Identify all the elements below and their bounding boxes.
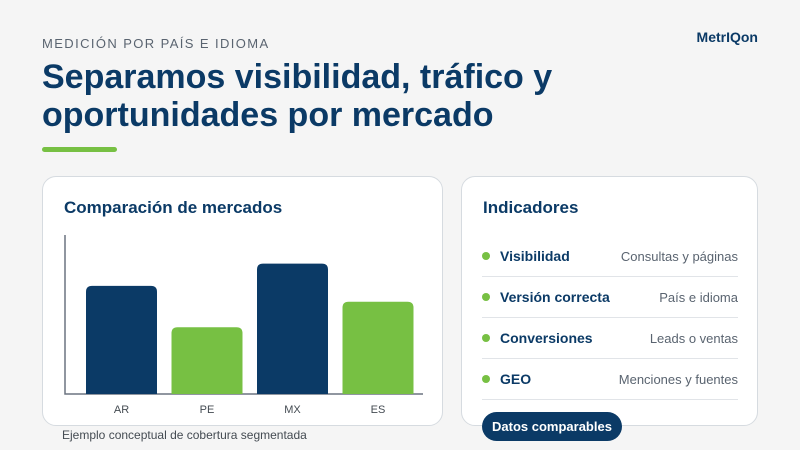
indicator-name: Visibilidad [500,248,570,264]
indicator-description: Consultas y páginas [620,248,738,264]
bullet-dot-icon [482,252,490,260]
title-accent-line [42,147,117,152]
indicators-card-title: Indicadores [483,198,579,217]
chart-caption: Ejemplo conceptual de cobertura segmenta… [62,428,307,442]
indicator-description: Menciones y fuentes [618,371,738,387]
indicator-description: Leads o ventas [649,330,738,346]
bar-mx [257,263,328,394]
indicators-list: Visibilidad Consultas y páginas Versión … [482,236,738,400]
indicator-row-version-correcta: Versión correcta País e idioma [482,277,738,318]
indicators-card: Indicadores Visibilidad Consultas y pági… [461,176,758,426]
bullet-dot-icon [482,334,490,342]
indicator-row-geo: GEO Menciones y fuentes [482,359,738,400]
page-title-line-1: Separamos visibilidad, tráfico y [42,58,553,96]
bar-ar [86,285,157,394]
indicator-row-conversiones: Conversiones Leads o ventas [482,318,738,359]
page-title-line-2: oportunidades por mercado [42,96,494,134]
bar-es [342,301,414,394]
indicator-description: País e idioma [659,289,738,305]
x-tick-label-mx: MX [284,404,301,416]
x-tick-label-es: ES [371,404,386,416]
market-comparison-card: Comparación de mercados AR PE MX ES [42,176,443,426]
indicator-row-visibilidad: Visibilidad Consultas y páginas [482,236,738,277]
indicator-name: Conversiones [500,330,593,346]
bullet-dot-icon [482,293,490,301]
x-tick-label-pe: PE [200,404,215,416]
brand-logo: MetrIQon [696,29,758,45]
bar-chart: AR PE MX ES [64,235,423,416]
indicator-name: Versión correcta [500,289,610,305]
bullet-dot-icon [482,375,490,383]
indicator-name: GEO [500,371,532,387]
comparable-data-badge: Datos comparables [482,412,622,441]
chart-card-title: Comparación de mercados [64,198,283,217]
section-eyebrow: MEDICIÓN POR PAÍS E IDIOMA [42,36,270,51]
page-title: Separamos visibilidad, tráfico y oportun… [42,58,682,134]
x-tick-label-ar: AR [114,404,129,416]
bar-pe [171,327,243,394]
